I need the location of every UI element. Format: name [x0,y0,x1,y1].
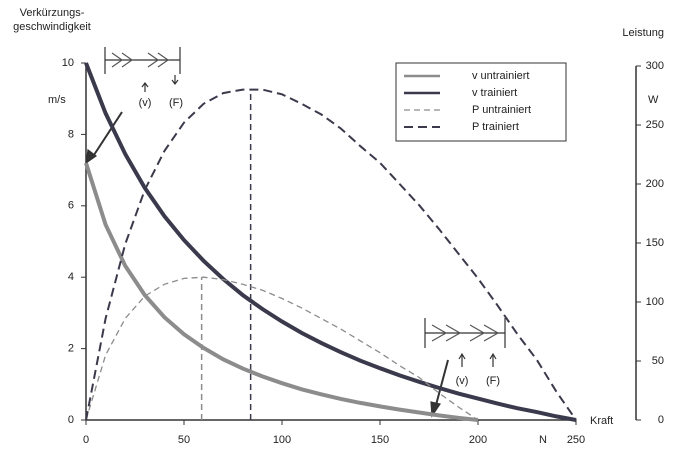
icon-label: (F) [486,375,500,387]
y2-tick-label: 250 [646,119,664,131]
page: Verkürzungs- geschwindigkeit m/s Leistun… [0,0,678,450]
x-label: Kraft [590,415,613,427]
y2-tick-label: 0 [658,414,664,426]
series-line [86,277,478,420]
y-tick-label: 0 [68,414,74,426]
y2-tick-label: 150 [646,237,664,249]
icon-label: (F) [169,97,183,109]
chart: Verkürzungs- geschwindigkeit m/s Leistun… [0,0,678,450]
y-label: Verkürzungs- [20,7,85,19]
x-tick-label: 200 [469,434,487,446]
y2-unit: W [648,94,659,106]
x-tick-label: 150 [371,434,389,446]
legend-label: v untrainiert [472,70,529,82]
x-tick-label: 0 [83,434,89,446]
icon-label: (v) [139,97,152,109]
y2-tick-label: 200 [646,178,664,190]
icon-label: (v) [456,375,469,387]
x-tick-label: 250 [567,434,585,446]
legend-label: P trainiert [472,121,519,133]
y2-label: Leistung [622,27,664,39]
y-unit: m/s [48,94,66,106]
y-tick-label: 4 [68,271,74,283]
legend-label: v trainiert [472,87,517,99]
muscle-icon [86,47,180,163]
y-label: geschwindigkeit [13,21,91,33]
y-tick-label: 6 [68,200,74,212]
x-unit: N [539,434,547,446]
legend-label: P untrainiert [472,104,531,116]
y-tick-label: 8 [68,128,74,140]
x-tick-label: 100 [273,434,291,446]
y-tick-label: 10 [62,57,74,69]
x-tick-label: 50 [178,434,190,446]
y-tick-label: 2 [68,343,74,355]
y2-tick-label: 50 [652,355,664,367]
y2-tick-label: 100 [646,296,664,308]
y2-tick-label: 300 [646,60,664,72]
